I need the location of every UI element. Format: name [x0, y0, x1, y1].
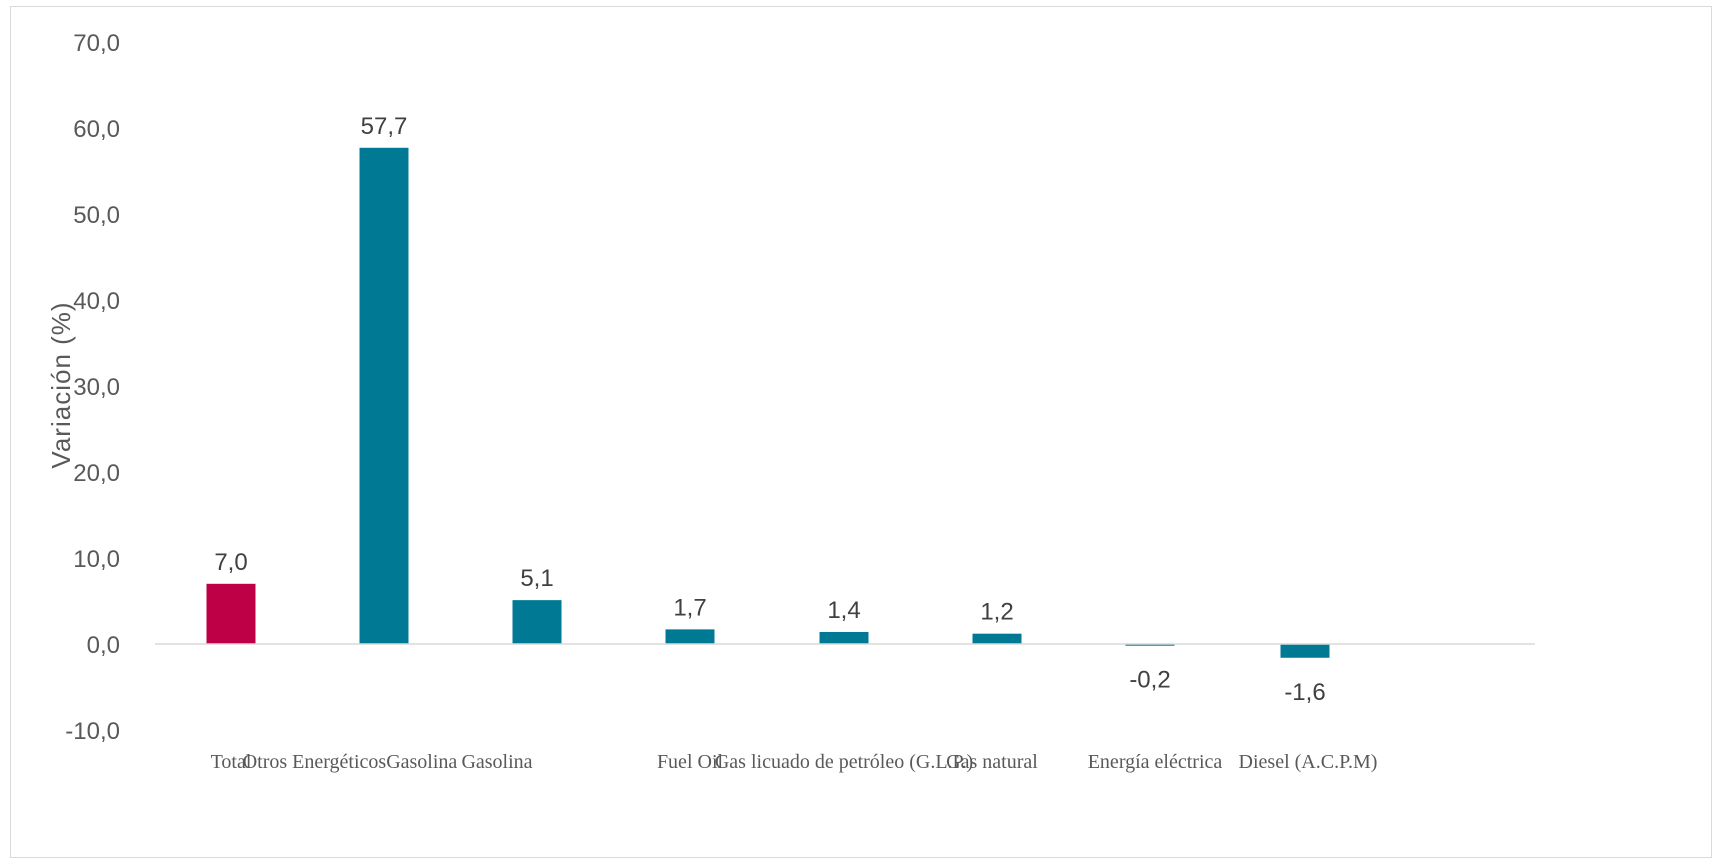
chart-frame: [10, 6, 1712, 858]
data-label: -0,2: [1129, 667, 1170, 694]
y-tick-label: 10,0: [73, 546, 120, 573]
data-label: -1,6: [1284, 679, 1325, 706]
data-label: 7,0: [214, 549, 247, 576]
category-label: Gas licuado de petróleo (G.L.P.): [715, 751, 973, 773]
category-label: Otros EnergéticosGasolina: [243, 751, 458, 773]
category-label: Gasolina: [461, 751, 532, 773]
y-tick-label: 40,0: [73, 288, 120, 315]
bar-5: [819, 631, 869, 644]
bar-4: [665, 629, 715, 644]
data-label: 5,1: [520, 565, 553, 592]
category-label: Total: [211, 751, 252, 773]
category-label: Diesel (A.C.P.M): [1239, 751, 1378, 773]
bar-7: [1125, 644, 1175, 646]
data-label: 1,2: [980, 599, 1013, 626]
bar-2: [359, 147, 409, 644]
y-axis-title: Variación (%): [46, 301, 76, 468]
y-tick-label: 20,0: [73, 460, 120, 487]
category-label: Energía eléctrica: [1088, 751, 1223, 773]
category-label: Fuel Oil: [657, 751, 724, 773]
y-tick-label: -10,0: [65, 718, 120, 745]
data-label: 1,4: [827, 597, 860, 624]
y-tick-label: 50,0: [73, 202, 120, 229]
y-tick-label: 30,0: [73, 374, 120, 401]
category-label: Gas natural: [946, 751, 1038, 773]
bar-6: [972, 633, 1022, 644]
y-tick-label: 0,0: [87, 632, 120, 659]
data-label: 57,7: [361, 113, 408, 140]
data-label: 1,7: [673, 594, 706, 621]
y-tick-label: 70,0: [73, 30, 120, 57]
bar-1: [206, 583, 256, 644]
bar-3: [512, 600, 562, 644]
bar-8: [1280, 644, 1330, 658]
y-tick-label: 60,0: [73, 116, 120, 143]
